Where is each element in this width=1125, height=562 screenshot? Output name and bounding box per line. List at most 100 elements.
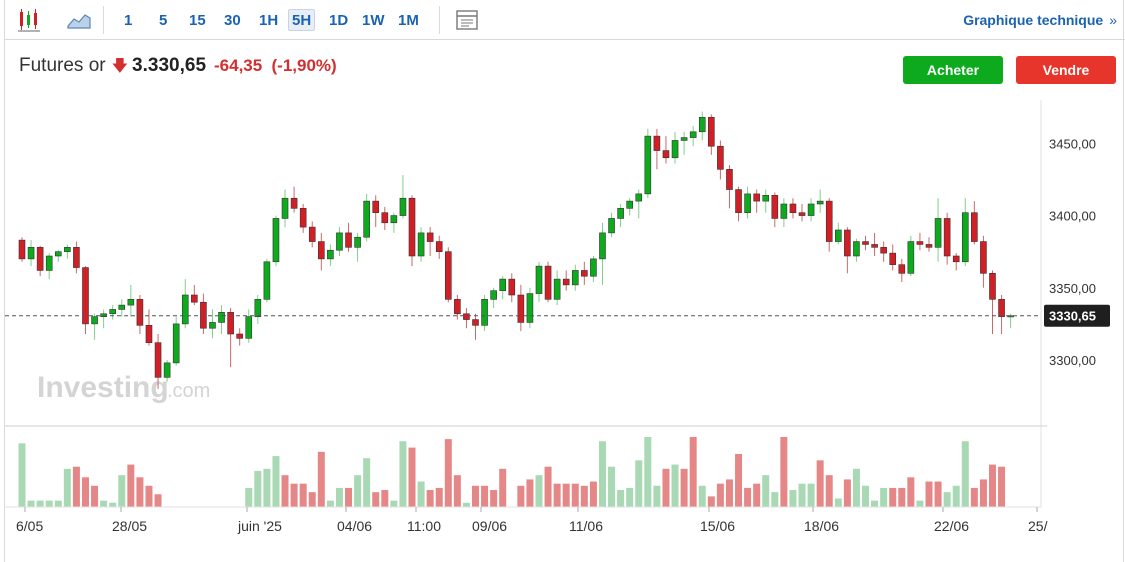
- candle-body[interactable]: [408, 197, 416, 257]
- candle-body[interactable]: [943, 218, 951, 257]
- candle-body[interactable]: [562, 278, 570, 286]
- candle-body[interactable]: [399, 197, 407, 216]
- candle-body[interactable]: [372, 200, 380, 213]
- candle-body[interactable]: [989, 273, 996, 300]
- candle-body[interactable]: [236, 333, 243, 339]
- candle-body[interactable]: [327, 249, 334, 260]
- candle-body[interactable]: [871, 244, 878, 248]
- timeframe-1m[interactable]: 1M: [398, 12, 419, 29]
- candle-body[interactable]: [898, 264, 906, 274]
- candle-body[interactable]: [553, 278, 561, 300]
- candle-body[interactable]: [680, 137, 688, 141]
- candle-body[interactable]: [780, 203, 788, 219]
- candle-body[interactable]: [925, 244, 933, 248]
- candle-body[interactable]: [318, 241, 325, 260]
- area-chart-icon[interactable]: [65, 6, 93, 34]
- candle-body[interactable]: [454, 299, 461, 315]
- candle-body[interactable]: [816, 200, 824, 205]
- candle-body[interactable]: [245, 316, 253, 339]
- candle-body[interactable]: [980, 241, 987, 274]
- timeframe-5h[interactable]: 5H: [288, 9, 316, 31]
- candle-body[interactable]: [998, 299, 1005, 317]
- candle-body[interactable]: [163, 362, 171, 378]
- candlestick-icon[interactable]: [15, 6, 43, 34]
- candle-body[interactable]: [689, 131, 697, 138]
- candle-body[interactable]: [417, 232, 425, 257]
- candle-body[interactable]: [435, 241, 443, 252]
- candle-body[interactable]: [145, 325, 153, 343]
- candle-body[interactable]: [490, 290, 497, 300]
- candle-body[interactable]: [834, 229, 842, 242]
- candle-body[interactable]: [789, 203, 797, 213]
- candle-body[interactable]: [472, 319, 479, 326]
- candle-body[interactable]: [481, 299, 488, 326]
- candle-body[interactable]: [635, 193, 643, 202]
- candle-body[interactable]: [662, 150, 670, 159]
- candle-body[interactable]: [27, 247, 35, 260]
- candle-body[interactable]: [308, 226, 316, 242]
- candle-body[interactable]: [272, 218, 280, 263]
- candle-body[interactable]: [862, 241, 869, 245]
- candle-body[interactable]: [100, 313, 107, 317]
- candle-body[interactable]: [517, 294, 525, 323]
- candle-body[interactable]: [36, 247, 44, 271]
- candle-body[interactable]: [571, 270, 579, 286]
- candle-body[interactable]: [127, 299, 135, 306]
- candle-body[interactable]: [290, 197, 298, 209]
- candle-body[interactable]: [762, 195, 770, 202]
- candle-body[interactable]: [744, 193, 751, 213]
- timeframe-1d[interactable]: 1D: [329, 12, 349, 29]
- candle-body[interactable]: [191, 294, 198, 303]
- candle-body[interactable]: [971, 212, 978, 242]
- price-chart[interactable]: 3300,00 3350,00 3400,00 3450,00 Investing.co…: [5, 0, 1125, 562]
- candle-body[interactable]: [544, 265, 552, 300]
- candle-body[interactable]: [753, 193, 760, 202]
- candle-body[interactable]: [263, 261, 271, 300]
- candle-body[interactable]: [916, 241, 924, 245]
- candle-body[interactable]: [390, 215, 398, 224]
- candle-body[interactable]: [961, 212, 969, 263]
- candle-body[interactable]: [463, 313, 470, 320]
- timeframe-15[interactable]: 15: [189, 12, 206, 29]
- candle-body[interactable]: [45, 255, 53, 271]
- candle-body[interactable]: [889, 252, 897, 265]
- candle-body[interactable]: [91, 316, 98, 325]
- timeframe-5[interactable]: 5: [159, 12, 168, 29]
- candle-body[interactable]: [671, 140, 679, 159]
- candle-body[interactable]: [254, 299, 262, 317]
- candle-body[interactable]: [807, 203, 815, 216]
- candle-body[interactable]: [535, 265, 543, 294]
- timeframe-1h[interactable]: 1H: [259, 12, 279, 29]
- timeframe-30[interactable]: 30: [224, 12, 241, 29]
- candle-body[interactable]: [64, 247, 71, 252]
- candle-body[interactable]: [73, 247, 80, 268]
- candle-body[interactable]: [54, 251, 62, 257]
- candle-body[interactable]: [154, 342, 162, 378]
- candle-body[interactable]: [952, 255, 960, 263]
- candle-body[interactable]: [726, 169, 733, 190]
- candle-body[interactable]: [798, 212, 806, 216]
- layout-icon[interactable]: [453, 6, 481, 34]
- candle-body[interactable]: [907, 241, 915, 274]
- candle-body[interactable]: [599, 232, 606, 260]
- candle-body[interactable]: [200, 301, 207, 329]
- candle-body[interactable]: [880, 247, 887, 254]
- candle-body[interactable]: [934, 218, 942, 248]
- candle-body[interactable]: [844, 229, 851, 257]
- candle-body[interactable]: [717, 145, 724, 170]
- candle-body[interactable]: [508, 278, 516, 296]
- sell-button[interactable]: Vendre: [1016, 56, 1116, 84]
- candle-body[interactable]: [590, 258, 597, 277]
- candle-body[interactable]: [735, 189, 742, 213]
- candle-body[interactable]: [617, 208, 624, 219]
- candle-body[interactable]: [281, 197, 289, 219]
- candle-body[interactable]: [853, 241, 860, 257]
- candle-body[interactable]: [1007, 315, 1014, 318]
- candle-body[interactable]: [708, 117, 715, 147]
- candle-body[interactable]: [644, 135, 652, 195]
- candle-body[interactable]: [526, 293, 534, 323]
- buy-button[interactable]: Acheter: [903, 56, 1003, 84]
- candle-body[interactable]: [608, 218, 615, 234]
- candle-body[interactable]: [444, 251, 452, 300]
- candle-body[interactable]: [381, 212, 389, 224]
